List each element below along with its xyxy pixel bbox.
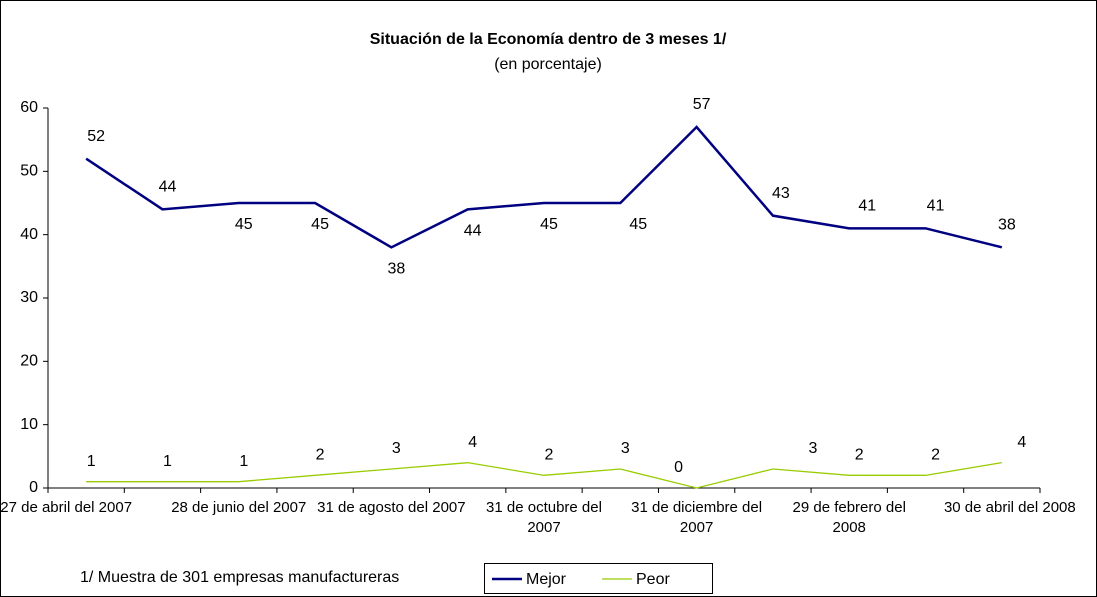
data-label: 1 xyxy=(163,453,172,470)
x-tick-label: 29 de febrero del 2008 xyxy=(792,499,906,536)
data-label: 41 xyxy=(858,198,876,215)
data-label: 57 xyxy=(693,96,711,113)
y-tick-label: 60 xyxy=(20,99,38,116)
data-label: 38 xyxy=(998,217,1016,234)
data-label: 41 xyxy=(927,198,945,215)
data-label: 4 xyxy=(468,434,477,451)
data-label: 3 xyxy=(392,440,401,457)
data-label: 45 xyxy=(311,216,329,233)
y-tick-label: 10 xyxy=(20,416,38,433)
y-tick-label: 20 xyxy=(20,353,38,370)
legend-box xyxy=(484,563,713,594)
data-label: 2 xyxy=(545,447,554,464)
data-label: 45 xyxy=(629,216,647,233)
data-label: 0 xyxy=(674,459,683,476)
y-tick-label: 30 xyxy=(20,289,38,306)
x-tick-label: 27 de abril del 2007 xyxy=(0,499,133,516)
data-label: 38 xyxy=(387,261,405,278)
data-label: 3 xyxy=(808,440,817,457)
data-label: 1 xyxy=(87,453,96,470)
footnote: 1/ Muestra de 301 empresas manufacturera… xyxy=(80,569,399,586)
legend-label: Mejor xyxy=(526,571,567,588)
data-label: 52 xyxy=(87,128,105,145)
x-tick-label: 31 de diciembre del 2007 xyxy=(631,499,763,536)
y-tick-label: 0 xyxy=(29,479,38,496)
data-label: 43 xyxy=(772,185,790,202)
y-tick-label: 40 xyxy=(20,226,38,243)
chart-subtitle: (en porcentaje) xyxy=(494,56,602,73)
data-label: 1 xyxy=(239,453,248,470)
series-line xyxy=(85,125,1003,249)
data-label: 44 xyxy=(159,179,177,196)
series-line xyxy=(86,462,1002,489)
x-tick-label: 31 de agosto del 2007 xyxy=(317,499,466,516)
legend-label: Peor xyxy=(636,571,670,588)
data-label: 45 xyxy=(540,216,558,233)
x-tick-label: 28 de junio del 2007 xyxy=(171,499,307,516)
data-label: 44 xyxy=(464,223,482,240)
data-label: 2 xyxy=(316,447,325,464)
x-tick-label: 30 de abril del 2008 xyxy=(943,499,1076,516)
y-tick-label: 50 xyxy=(20,163,38,180)
data-label: 45 xyxy=(235,216,253,233)
data-label: 2 xyxy=(931,447,940,464)
x-tick-label: 31 de octubre del 2007 xyxy=(486,499,602,536)
data-label: 2 xyxy=(855,447,864,464)
data-label: 3 xyxy=(621,440,630,457)
data-label: 4 xyxy=(1017,434,1026,451)
chart-title: Situación de la Economía dentro de 3 mes… xyxy=(370,31,727,48)
